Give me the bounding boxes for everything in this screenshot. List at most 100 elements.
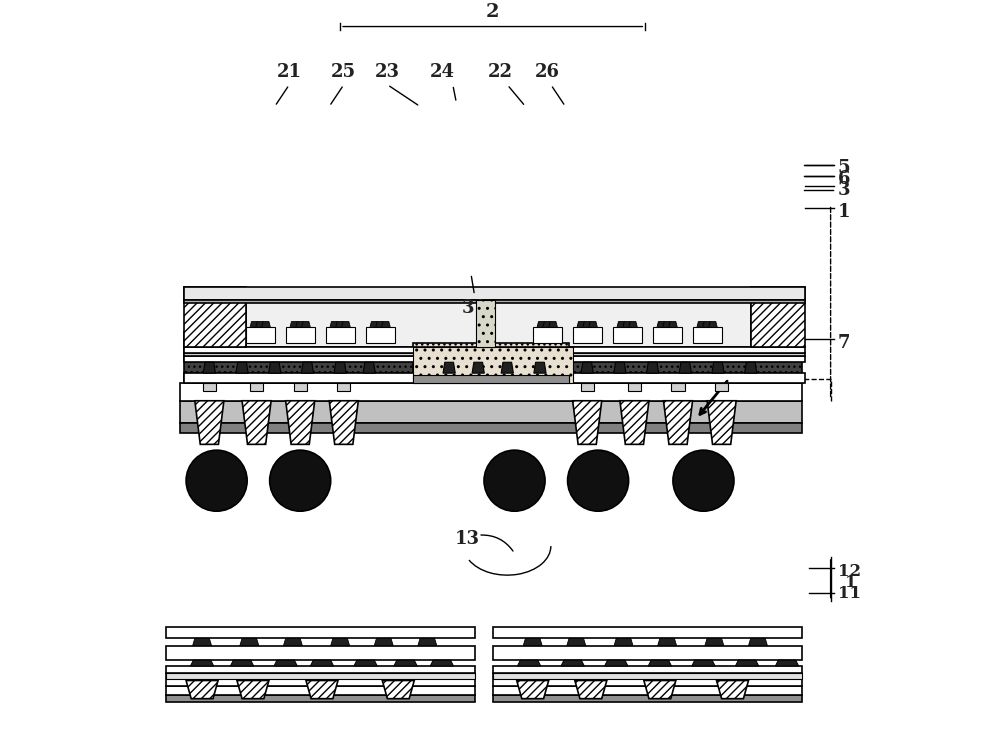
Polygon shape [717,681,749,699]
Bar [693,327,722,343]
Polygon shape [376,321,384,327]
Circle shape [568,450,629,512]
Polygon shape [620,401,649,445]
Bar [184,373,805,383]
Bar [366,327,395,343]
Text: 7: 7 [838,334,850,351]
Polygon shape [692,660,715,666]
Polygon shape [581,362,593,373]
Polygon shape [614,362,626,373]
Polygon shape [669,321,677,327]
Text: 1: 1 [838,203,850,220]
Bar [184,347,805,353]
Polygon shape [418,639,437,645]
Polygon shape [193,639,212,645]
Bar [294,383,307,391]
Polygon shape [301,362,314,373]
Polygon shape [382,321,390,327]
Text: 1: 1 [845,574,857,591]
Bar [180,423,802,434]
Polygon shape [745,362,757,373]
Bar [581,383,594,391]
Polygon shape [663,321,671,327]
Polygon shape [329,401,358,445]
Bar [180,383,802,401]
Polygon shape [269,362,281,373]
Polygon shape [749,639,767,645]
Polygon shape [443,362,455,373]
Polygon shape [237,681,269,699]
Polygon shape [646,362,659,373]
Polygon shape [230,660,254,666]
Text: 12: 12 [838,563,861,580]
Text: 6: 6 [838,170,850,188]
Bar [203,383,216,391]
Polygon shape [589,321,597,327]
Polygon shape [430,660,453,666]
Bar [533,327,562,343]
Text: 31: 31 [462,299,487,317]
Polygon shape [549,321,557,327]
Bar [493,645,802,660]
Circle shape [484,450,545,512]
Polygon shape [543,321,552,327]
Bar [286,327,315,343]
Polygon shape [363,362,375,373]
Bar [166,673,475,686]
Polygon shape [203,362,215,373]
Polygon shape [644,681,676,699]
Circle shape [186,450,247,512]
Polygon shape [629,321,637,327]
Polygon shape [190,660,214,666]
Bar [246,300,751,347]
Polygon shape [236,362,248,373]
Polygon shape [577,321,586,327]
Polygon shape [648,660,671,666]
Text: 13: 13 [455,530,480,548]
Bar [337,383,350,391]
Polygon shape [517,681,549,699]
Polygon shape [561,660,584,666]
Polygon shape [537,321,546,327]
Bar [493,666,802,673]
Text: 21: 21 [277,63,302,81]
Polygon shape [354,660,377,666]
Polygon shape [709,321,717,327]
Polygon shape [617,321,626,327]
Polygon shape [374,639,393,645]
Bar [166,666,475,673]
Bar [184,353,805,356]
Polygon shape [334,362,346,373]
Polygon shape [583,321,592,327]
Bar [628,383,641,391]
Bar [184,356,805,362]
Bar [166,645,475,660]
Bar [751,287,805,347]
Text: 25: 25 [331,63,356,81]
Bar [573,327,602,343]
Text: 2: 2 [486,3,499,21]
Bar [493,686,802,695]
Polygon shape [623,321,632,327]
Polygon shape [567,639,586,645]
Polygon shape [657,321,666,327]
Bar [493,695,802,703]
Bar [493,673,802,679]
Bar [413,347,573,383]
Bar [493,673,802,686]
Bar [246,327,275,343]
Polygon shape [697,321,706,327]
Bar [573,331,802,383]
Polygon shape [517,660,541,666]
Bar [613,327,642,343]
Polygon shape [575,681,607,699]
Polygon shape [679,362,691,373]
Polygon shape [242,401,271,445]
Polygon shape [283,639,302,645]
Polygon shape [290,321,299,327]
Polygon shape [775,660,799,666]
Bar [166,673,475,679]
Polygon shape [310,660,334,666]
Polygon shape [302,321,310,327]
Polygon shape [735,660,759,666]
